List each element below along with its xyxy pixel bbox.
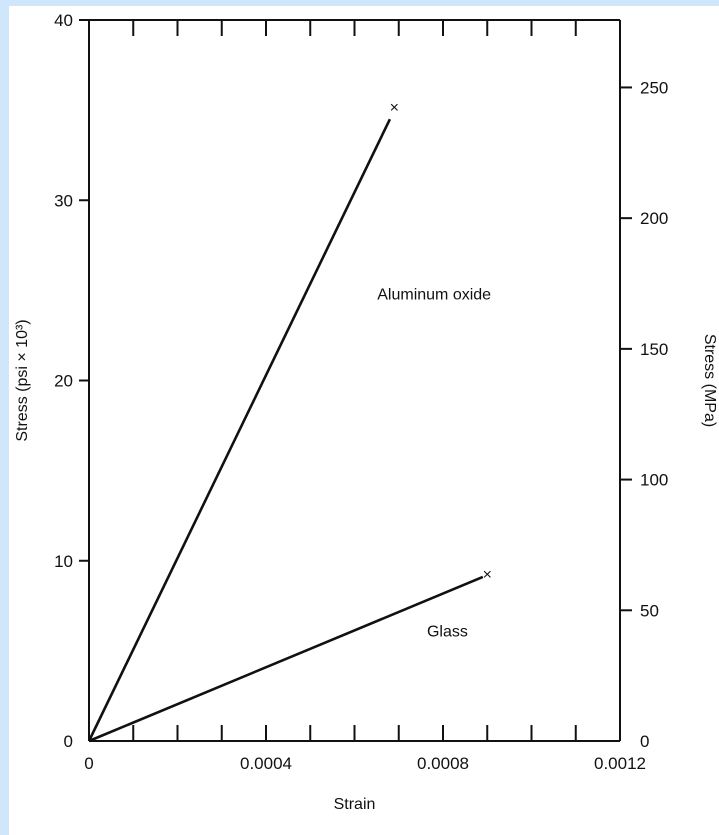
axes-group xyxy=(88,19,621,742)
failure-marker: × xyxy=(483,566,492,583)
x-tick-label: 0.0012 xyxy=(594,754,646,773)
series-group: ×× xyxy=(87,100,492,743)
y-right-tick-label: 150 xyxy=(640,340,668,359)
y-tick-label: 30 xyxy=(54,191,73,210)
y-right-tick-label: 0 xyxy=(640,732,649,751)
series-annotation: Glass xyxy=(427,623,468,640)
y-tick-label: 0 xyxy=(64,732,73,751)
x-tick-label: 0.0008 xyxy=(417,754,469,773)
y-axis-title: Stress (psi × 10³) xyxy=(14,319,31,441)
y-tick-label: 40 xyxy=(54,11,73,30)
series-line xyxy=(88,575,484,743)
y-right-tick-label: 100 xyxy=(640,471,668,490)
series-annotation: Aluminum oxide xyxy=(377,286,491,303)
labels-group: 0 0.0004 0.0008 0.0012 0 10 20 30 40 0 50 100 150 200… xyxy=(14,11,718,813)
y-right-axis-title: Stress (MPa) xyxy=(701,334,718,427)
x-tick-label: 0 xyxy=(84,754,93,773)
x-tick-label: 0.0004 xyxy=(240,754,292,773)
x-axis-title: Strain xyxy=(334,796,376,813)
chart-frame: × × 0 0.0004 0.0008 0.0012 0 10 20 30 40 0 50 100 150… xyxy=(9,6,719,835)
ticks-group xyxy=(79,19,632,741)
y-right-tick-label: 50 xyxy=(640,601,659,620)
y-tick-label: 20 xyxy=(54,372,73,391)
series-line xyxy=(87,118,392,742)
y-right-tick-label: 250 xyxy=(640,78,668,97)
y-tick-label: 10 xyxy=(54,552,73,571)
failure-marker: × xyxy=(390,100,399,117)
y-right-tick-label: 200 xyxy=(640,209,668,228)
stress-strain-chart: ×× 0 0.0004 0.0008 0.0012010203040050100150… xyxy=(14,11,718,813)
